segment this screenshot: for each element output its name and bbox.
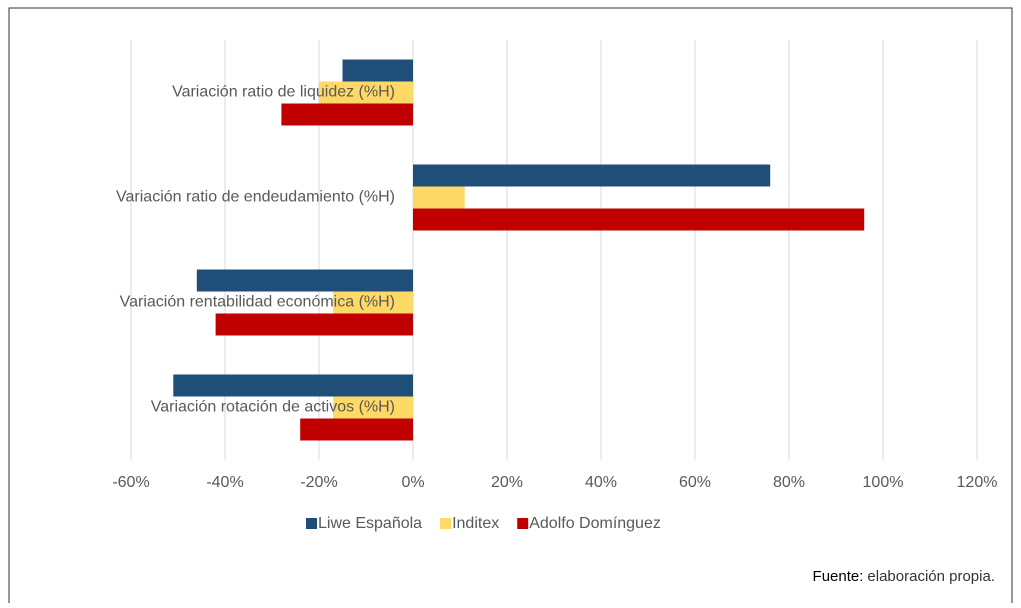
- legend-swatch: [440, 518, 452, 529]
- x-tick-label: -60%: [112, 474, 149, 491]
- x-tick-label: -40%: [206, 474, 243, 491]
- x-tick-label: 80%: [773, 474, 805, 491]
- x-tick-label: 0%: [401, 474, 424, 491]
- legend-label: Liwe Española: [318, 515, 422, 532]
- x-tick-label: -20%: [300, 474, 337, 491]
- category-label: Variación rotación de activos (%H): [151, 399, 395, 416]
- bar: [413, 186, 465, 209]
- bar: [333, 291, 413, 314]
- bar: [196, 269, 413, 292]
- legend-swatch: [517, 518, 529, 529]
- source-text: elaboración propia.: [867, 568, 995, 585]
- legend: Liwe Española Inditex Adolfo Domínguez: [306, 515, 661, 532]
- bar: [173, 374, 413, 397]
- x-tick-label: 100%: [863, 474, 904, 491]
- frame: [8, 7, 1013, 608]
- bar: [215, 313, 413, 336]
- bar: [333, 396, 413, 419]
- legend-swatch: [306, 518, 317, 529]
- bar: [342, 59, 413, 82]
- source-label: Fuente:: [813, 568, 864, 585]
- legend-label: Adolfo Domínguez: [529, 515, 661, 532]
- x-tick-label: 20%: [491, 474, 523, 491]
- source: Fuente: elaboración propia.: [813, 568, 995, 585]
- x-tick-label: 120%: [957, 474, 998, 491]
- bar: [281, 103, 413, 126]
- bar: [413, 208, 865, 231]
- category-label: Variación ratio de endeudamiento (%H): [116, 189, 395, 206]
- bar: [319, 81, 413, 104]
- category-label: Variación rentabilidad económica (%H): [120, 294, 395, 311]
- bar: [300, 418, 413, 441]
- category-label: Variación ratio de liquidez (%H): [172, 84, 395, 101]
- bar: [413, 164, 771, 187]
- x-tick-label: 40%: [585, 474, 617, 491]
- legend-label: Inditex: [452, 515, 499, 532]
- x-tick-label: 60%: [679, 474, 711, 491]
